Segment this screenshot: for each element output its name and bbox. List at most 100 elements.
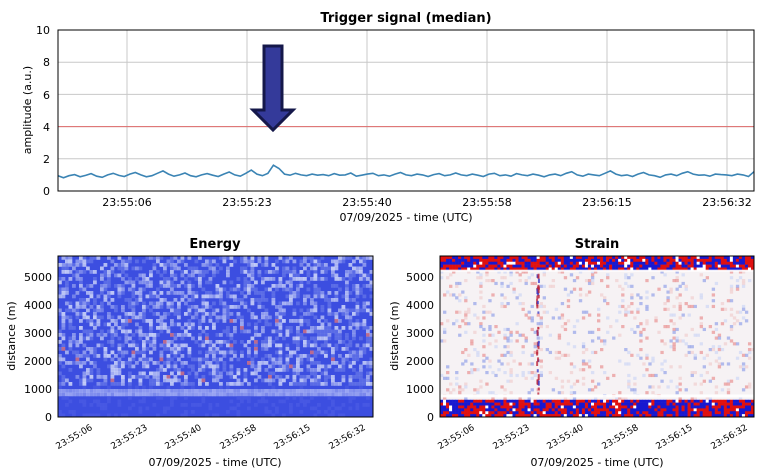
strain-cell	[515, 402, 519, 406]
strain-cell	[461, 290, 465, 294]
strain-cell	[539, 304, 543, 309]
energy-cell	[114, 319, 118, 323]
energy-cell	[75, 389, 80, 393]
energy-cell	[289, 277, 293, 281]
energy-cell	[184, 392, 188, 397]
energy-cell	[289, 287, 293, 292]
strain-chart-title: Strain	[575, 237, 619, 252]
energy-cell	[208, 315, 213, 320]
energy-cell	[313, 263, 318, 267]
energy-cell	[173, 389, 178, 393]
energy-cell	[205, 413, 209, 418]
energy-cell	[138, 350, 143, 355]
strain-cell	[663, 402, 667, 406]
strain-cell	[663, 302, 667, 306]
energy-cell	[348, 319, 353, 323]
energy-cell	[296, 403, 300, 407]
energy-cell	[296, 368, 300, 372]
energy-cell	[247, 347, 251, 351]
strain-cell	[609, 414, 613, 418]
energy-cell	[159, 357, 164, 362]
energy-cell	[222, 350, 227, 355]
energy-cell	[345, 273, 349, 278]
strain-cell	[467, 261, 471, 265]
strain-cell	[551, 402, 556, 406]
energy-cell	[299, 263, 304, 267]
energy-cell	[58, 263, 62, 267]
energy-cell	[362, 256, 367, 260]
strain-cell	[738, 411, 743, 415]
strain-cell	[494, 281, 498, 286]
energy-cell	[369, 347, 374, 351]
energy-cell	[124, 298, 129, 302]
strain-cell	[533, 414, 537, 418]
energy-cell	[320, 343, 325, 348]
strain-cell	[609, 402, 613, 406]
energy-cell	[152, 361, 157, 365]
strain-cell	[569, 267, 574, 271]
energy-cell	[320, 277, 325, 281]
energy-cell	[327, 392, 332, 397]
strain-cell	[678, 261, 682, 265]
energy-cell	[149, 322, 153, 327]
strain-cell	[593, 267, 598, 271]
strain-cell	[518, 261, 522, 265]
strain-cell	[593, 350, 598, 355]
strain-cell	[503, 345, 507, 349]
energy-cell	[138, 399, 143, 404]
strain-cell	[464, 348, 468, 352]
strain-cell	[542, 267, 546, 271]
energy-cell	[198, 389, 202, 393]
energy-cell	[271, 389, 276, 393]
strain-cell	[681, 414, 685, 418]
energy-cell	[219, 382, 223, 386]
energy-cell	[124, 322, 129, 327]
strain-cell	[491, 414, 495, 418]
strain-cell	[509, 411, 513, 415]
energy-cell	[166, 284, 171, 288]
strain-cell	[527, 264, 531, 268]
energy-cell	[166, 301, 171, 306]
strain-cell	[600, 267, 604, 271]
strain-cell	[678, 316, 682, 320]
strain-cell	[509, 267, 513, 271]
energy-cell	[236, 389, 241, 393]
energy-cell	[282, 273, 286, 278]
energy-cell	[159, 396, 164, 400]
strain-cell	[669, 256, 673, 260]
strain-cell	[533, 402, 537, 406]
energy-cell	[128, 280, 132, 285]
energy-cell	[68, 326, 73, 330]
energy-cell	[268, 389, 272, 393]
energy-cell	[264, 340, 269, 344]
energy-cell	[131, 266, 136, 271]
energy-cell	[208, 266, 213, 271]
strain-cell	[578, 399, 583, 403]
energy-cell	[124, 312, 129, 316]
energy-cell	[121, 277, 125, 281]
strain-cell	[518, 256, 522, 260]
energy-cell	[345, 256, 349, 260]
strain-cell	[545, 402, 549, 406]
energy-cell	[187, 371, 192, 376]
strain-cell	[518, 402, 522, 406]
strain-cell	[744, 261, 749, 265]
energy-cell	[278, 333, 283, 337]
strain-cell	[639, 267, 643, 271]
energy-cell	[96, 382, 101, 386]
energy-cell	[93, 270, 97, 274]
strain-cell	[735, 399, 740, 403]
energy-cell	[352, 375, 356, 379]
strain-cell	[530, 261, 534, 265]
strain-cell	[657, 258, 661, 263]
strain-cell	[494, 405, 498, 409]
strain-cell	[693, 264, 697, 268]
energy-cell	[240, 298, 244, 302]
energy-cell	[205, 305, 209, 309]
strain-cell	[606, 258, 610, 263]
energy-cell	[107, 399, 111, 404]
strain-cell	[645, 405, 649, 409]
energy-cell	[306, 364, 311, 369]
strain-cell	[693, 382, 697, 386]
energy-cell	[324, 270, 328, 274]
